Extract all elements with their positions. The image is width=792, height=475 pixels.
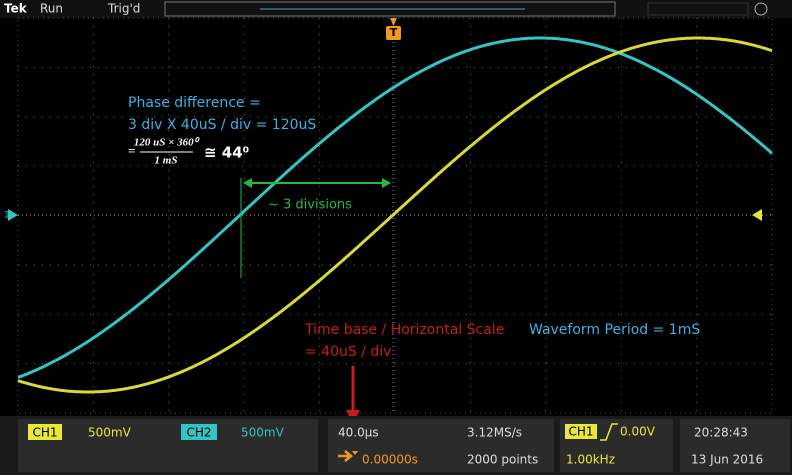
trigger-source-badge[interactable] [565,424,597,439]
ch2-badge[interactable] [181,424,217,440]
horizontal-panel[interactable] [328,419,554,472]
formula-result: ≅ 44⁰ [204,144,249,162]
horizontal-position: 0.00000s [362,453,418,467]
trigger-marker-label: T [390,26,398,39]
status-icons [647,2,749,16]
ch1-badge[interactable] [28,424,62,440]
record-view[interactable] [164,1,616,17]
vertical-panel[interactable] [18,419,318,472]
frequency: 1.00kHz [566,453,615,467]
ch2-scale: 500mV [241,426,285,440]
position-icon [338,450,353,462]
trigger-position-arrow [390,18,397,26]
brand: Tek [4,2,28,16]
waveforms [17,36,773,394]
phase-calc: 3 div X 40uS / div = 120uS [128,117,316,133]
ch1-waveform [17,36,773,394]
help-icon[interactable] [754,2,768,16]
phase-title: Phase difference = [128,95,261,111]
trigger-level-marker [752,209,762,221]
formula-denominator: 1 mS [155,155,178,167]
sample-rate: 3.12MS/s [467,426,522,440]
record-length: 2000 points [467,453,538,467]
divisions-label: ~ 3 divisions [268,198,352,213]
period-label: Waveform Period = 1mS [529,322,700,338]
time: 20:28:43 [694,426,748,440]
formula-eq: = [128,143,135,158]
position-icon-tip [352,451,358,455]
horizontal-scale: 40.0µs [338,426,379,440]
datetime-panel[interactable] [680,419,790,472]
ch2-waveform [17,36,773,379]
formula-numerator: 120 uS × 360⁰ [134,137,201,149]
trigger-marker [386,26,401,40]
date: 13 Jun 2016 [691,453,763,467]
ch1-scale: 500mV [88,426,132,440]
timebase-value: = 40uS / div [305,344,391,360]
ch1-marker-label: 1 [4,211,10,221]
ch1-marker [8,209,18,221]
timebase-label: Time base / Horizontal Scale [304,322,504,338]
acq-state[interactable]: Run [40,2,63,16]
trigger-slope [600,423,618,441]
trigger-level: 0.00V [620,425,656,439]
ch1-label: CH1 [32,426,57,440]
trigger-source: CH1 [568,425,593,439]
trigger-state[interactable]: Trig'd [107,2,140,16]
ch2-label: CH2 [186,426,211,440]
